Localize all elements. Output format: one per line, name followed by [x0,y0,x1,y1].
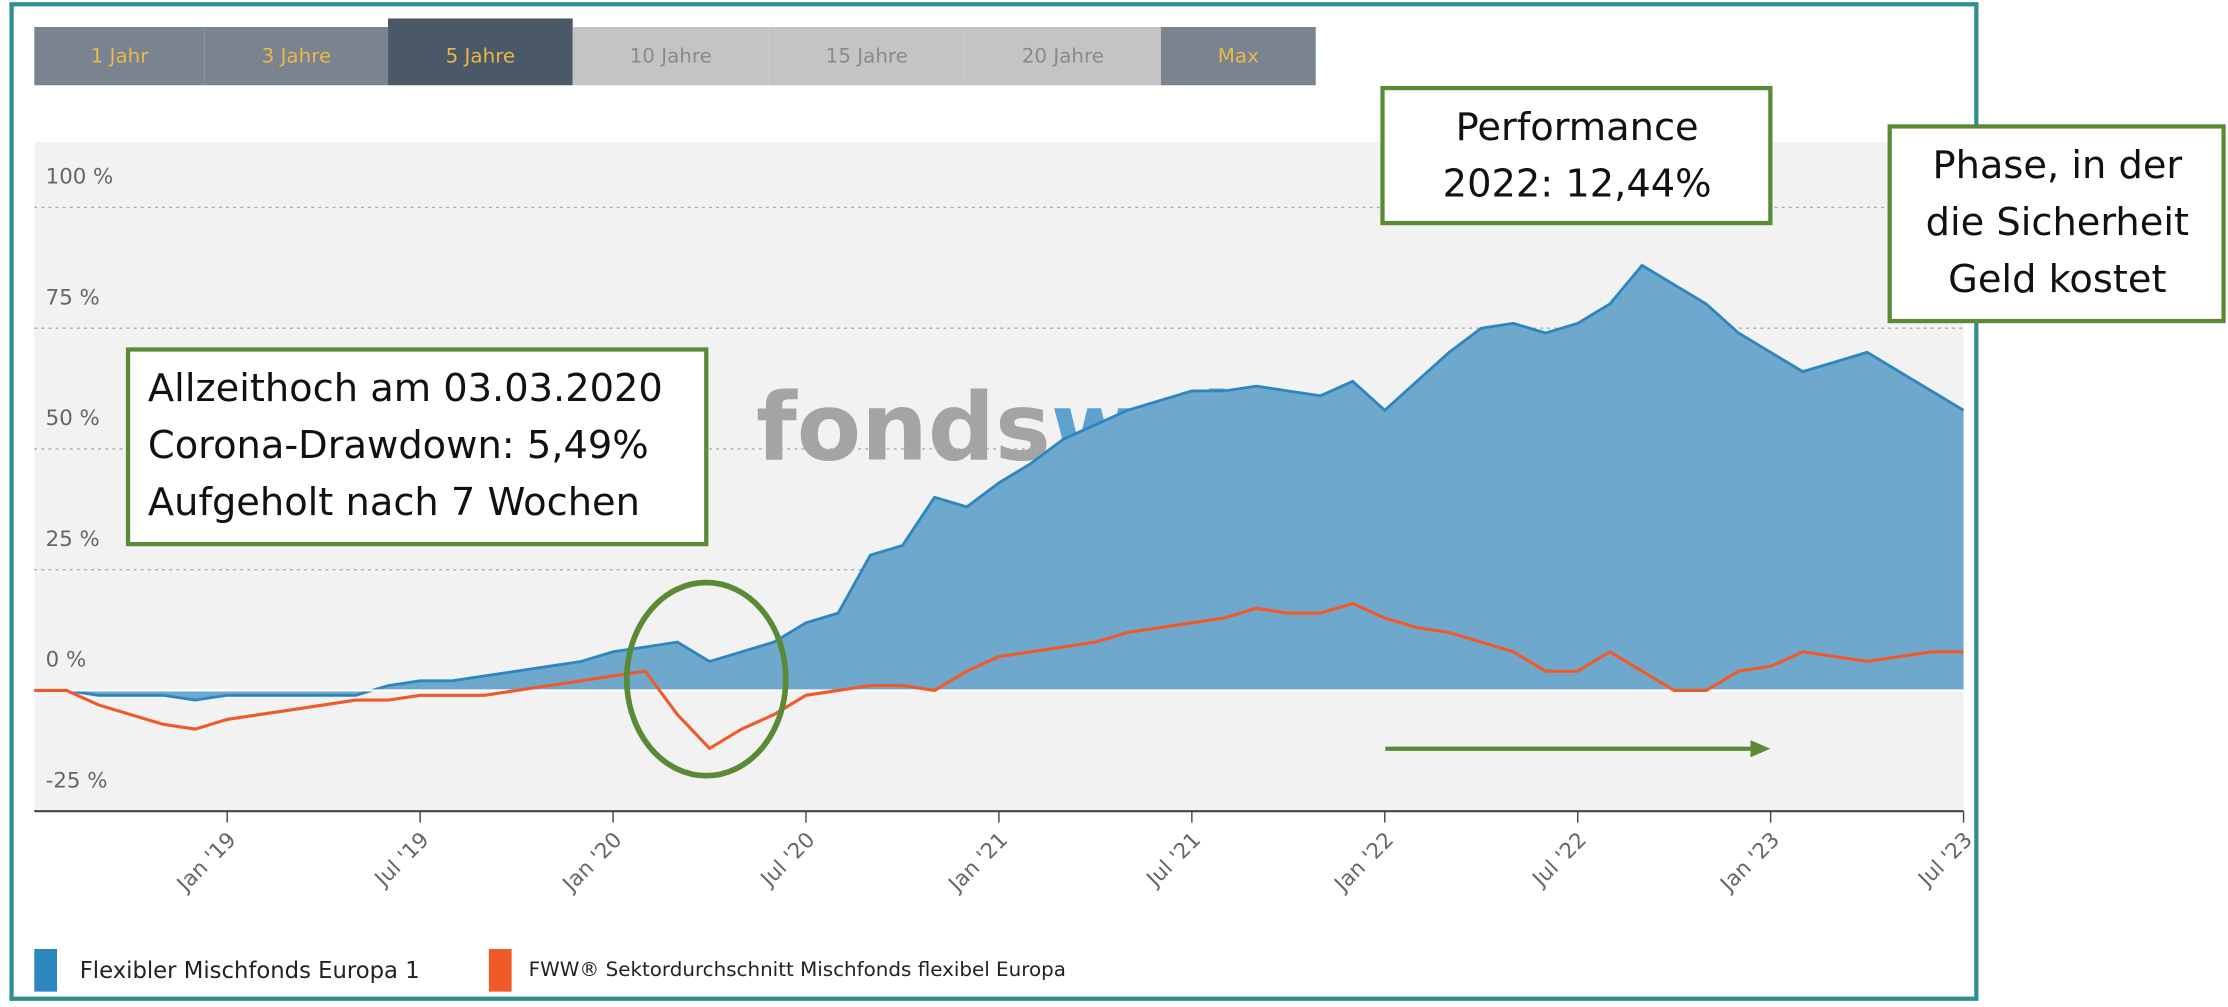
arrow-head [1750,740,1771,758]
annotation-text: die Sicherheit [1926,200,2189,245]
range-button-label[interactable]: 5 Jahre [446,44,516,67]
annotation-box [1380,85,1773,226]
area-line [34,263,1965,702]
legend-label: Flexibler Mischfonds Europa 1 [80,958,420,984]
line-series [34,601,1964,751]
annotation-box [125,347,709,547]
range-button-label[interactable]: 20 Jahre [1022,44,1104,67]
highlight-circle [623,579,789,779]
annotation-text: Corona-Drawdown: 5,49% [148,423,649,468]
y-tick-label: -25 % [46,768,108,793]
legend-label: FWW® Sektordurchschnitt Mischfonds flexi… [529,958,1066,981]
y-tick-label: 100 % [46,165,114,190]
range-button[interactable] [1160,26,1316,86]
range-button-label[interactable]: 3 Jahre [262,44,332,67]
y-tick-label: 0 % [46,648,87,673]
range-button-label[interactable]: 10 Jahre [630,44,712,67]
range-button[interactable] [572,26,769,86]
range-button-label[interactable]: 15 Jahre [826,44,908,67]
annotation-box [1887,124,2226,324]
range-button[interactable] [964,26,1161,86]
annotation-text: Phase, in der [1932,143,2182,188]
annotation-text: Allzeithoch am 03.03.2020 [148,366,663,411]
legend-swatch [34,949,58,992]
range-button-label[interactable]: 1 Jahr [91,44,150,67]
annotation-text: Performance [1456,105,1699,150]
range-button[interactable] [204,26,389,86]
watermark-part: fonds [756,373,1051,482]
y-tick-label: 75 % [46,285,100,310]
range-button-label[interactable]: Max [1218,44,1259,67]
legend-swatch [488,949,512,992]
annotation-text: Geld kostet [1948,257,2166,302]
y-tick-label: 50 % [46,406,100,431]
range-button[interactable] [388,18,573,86]
range-button[interactable] [768,26,965,86]
range-button[interactable] [34,26,205,86]
annotation-text: 2022: 12,44% [1443,162,1712,207]
y-tick-label: 25 % [46,527,100,552]
annotation-text: Aufgeholt nach 7 Wochen [148,480,640,525]
